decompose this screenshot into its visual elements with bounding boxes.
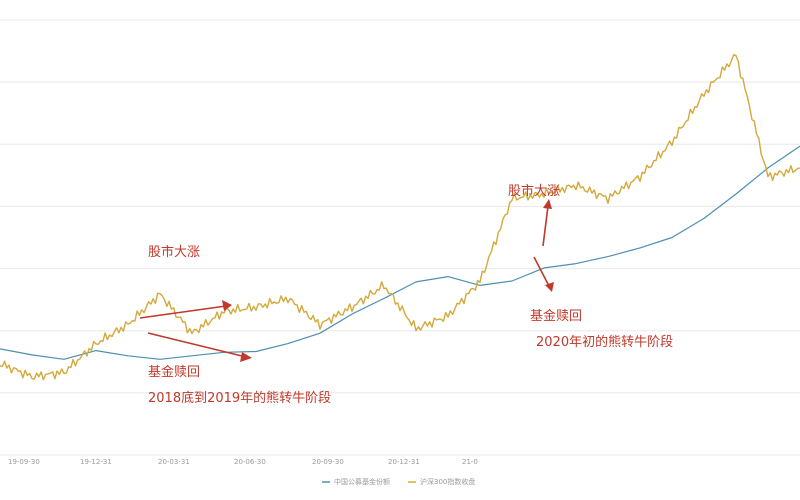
legend: 中国公募基金份额 沪深300指数收盘 bbox=[322, 477, 475, 486]
arrowhead-2 bbox=[240, 352, 252, 362]
x-tick-label: 20-03-31 bbox=[158, 458, 190, 466]
x-tick-label: 20-06-30 bbox=[234, 458, 266, 466]
annotation-phase-2: 2020年初的熊转牛阶段 bbox=[536, 334, 673, 350]
series-lines bbox=[0, 54, 800, 381]
arrowhead-4 bbox=[545, 282, 554, 292]
annotation-arrows bbox=[139, 205, 550, 358]
x-tick-label: 19-09-30 bbox=[8, 458, 40, 466]
annotation-market-rise-1: 股市大涨 bbox=[148, 244, 200, 260]
annotation-market-rise-2: 股市大涨 bbox=[508, 183, 560, 199]
arrowhead-1 bbox=[222, 300, 232, 311]
x-tick-label: 21-0 bbox=[462, 458, 478, 466]
legend-label-blue: 中国公募基金份额 bbox=[334, 477, 390, 486]
legend-label-gold: 沪深300指数收盘 bbox=[420, 477, 475, 486]
gridlines bbox=[0, 19, 800, 456]
annotation-phase-1: 2018底到2019年的熊转牛阶段 bbox=[148, 390, 331, 406]
x-axis-ticks: 19-09-30 19-12-31 20-03-31 20-06-30 20-09-30… bbox=[8, 458, 478, 466]
annotation-redemption-1: 基金赎回 bbox=[148, 364, 200, 380]
arrow-market-rise-2 bbox=[542, 205, 549, 247]
annotation-redemption-2: 基金赎回 bbox=[530, 308, 582, 324]
arrowhead-3 bbox=[543, 199, 552, 209]
arrow-redemption-1 bbox=[147, 332, 247, 358]
x-tick-label: 20-12-31 bbox=[388, 458, 420, 466]
arrow-market-rise-1 bbox=[139, 305, 227, 319]
series-line-fund-shares bbox=[0, 145, 800, 360]
x-tick-label: 20-09-30 bbox=[312, 458, 344, 466]
series-line-index bbox=[0, 54, 800, 381]
annotation-arrowheads bbox=[222, 199, 554, 362]
arrow-redemption-2 bbox=[533, 256, 550, 287]
x-tick-label: 19-12-31 bbox=[80, 458, 112, 466]
